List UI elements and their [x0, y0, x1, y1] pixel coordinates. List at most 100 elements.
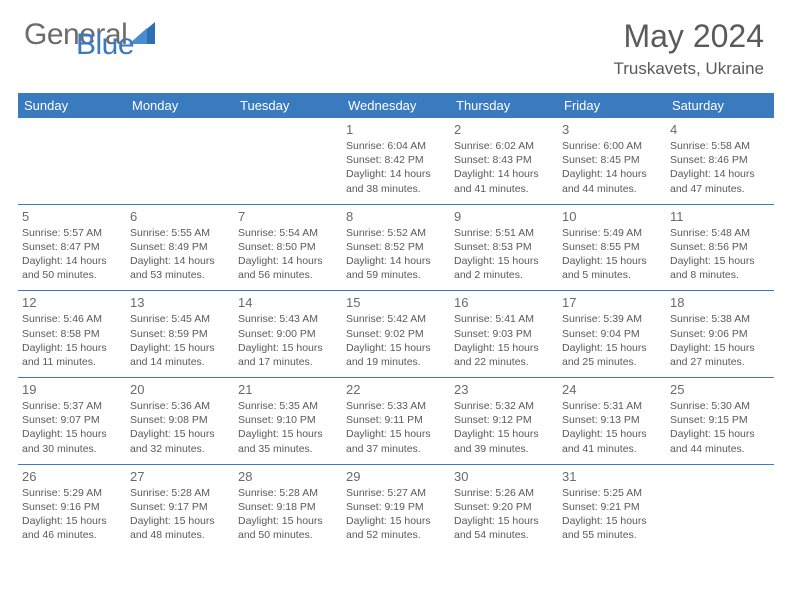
day-number: 22: [346, 382, 446, 397]
day-info: Sunrise: 5:43 AMSunset: 9:00 PMDaylight:…: [238, 312, 338, 369]
calendar-day: [18, 118, 126, 204]
sunset-text: Sunset: 8:58 PM: [22, 327, 122, 341]
calendar-day: 20Sunrise: 5:36 AMSunset: 9:08 PMDayligh…: [126, 378, 234, 465]
dow-saturday: Saturday: [666, 93, 774, 118]
day-info: Sunrise: 5:51 AMSunset: 8:53 PMDaylight:…: [454, 226, 554, 283]
sunrise-text: Sunrise: 5:51 AM: [454, 226, 554, 240]
day-info: Sunrise: 5:33 AMSunset: 9:11 PMDaylight:…: [346, 399, 446, 456]
day-info: Sunrise: 5:58 AMSunset: 8:46 PMDaylight:…: [670, 139, 770, 196]
calendar-day: [666, 464, 774, 550]
day-info: Sunrise: 5:55 AMSunset: 8:49 PMDaylight:…: [130, 226, 230, 283]
daylight-text: Daylight: 14 hours and 53 minutes.: [130, 254, 230, 282]
sunset-text: Sunset: 9:10 PM: [238, 413, 338, 427]
sunset-text: Sunset: 9:06 PM: [670, 327, 770, 341]
calendar-day: 13Sunrise: 5:45 AMSunset: 8:59 PMDayligh…: [126, 291, 234, 378]
daylight-text: Daylight: 15 hours and 5 minutes.: [562, 254, 662, 282]
calendar-day: 6 Sunrise: 5:55 AMSunset: 8:49 PMDaylight…: [126, 204, 234, 291]
sunrise-text: Sunrise: 5:26 AM: [454, 486, 554, 500]
day-number: 13: [130, 295, 230, 310]
calendar-day: 25Sunrise: 5:30 AMSunset: 9:15 PMDayligh…: [666, 378, 774, 465]
daylight-text: Daylight: 15 hours and 2 minutes.: [454, 254, 554, 282]
day-number: 8: [346, 209, 446, 224]
sunset-text: Sunset: 9:11 PM: [346, 413, 446, 427]
calendar-day: 31Sunrise: 5:25 AMSunset: 9:21 PMDayligh…: [558, 464, 666, 550]
day-info: Sunrise: 6:00 AMSunset: 8:45 PMDaylight:…: [562, 139, 662, 196]
daylight-text: Daylight: 15 hours and 44 minutes.: [670, 427, 770, 455]
day-number: 28: [238, 469, 338, 484]
calendar-day: 26Sunrise: 5:29 AMSunset: 9:16 PMDayligh…: [18, 464, 126, 550]
day-info: Sunrise: 5:37 AMSunset: 9:07 PMDaylight:…: [22, 399, 122, 456]
day-info: Sunrise: 5:57 AMSunset: 8:47 PMDaylight:…: [22, 226, 122, 283]
daylight-text: Daylight: 14 hours and 50 minutes.: [22, 254, 122, 282]
day-number: 2: [454, 122, 554, 137]
day-info: Sunrise: 5:29 AMSunset: 9:16 PMDaylight:…: [22, 486, 122, 543]
sunset-text: Sunset: 8:53 PM: [454, 240, 554, 254]
sunset-text: Sunset: 8:59 PM: [130, 327, 230, 341]
day-info: Sunrise: 5:25 AMSunset: 9:21 PMDaylight:…: [562, 486, 662, 543]
sunrise-text: Sunrise: 5:52 AM: [346, 226, 446, 240]
day-info: Sunrise: 5:30 AMSunset: 9:15 PMDaylight:…: [670, 399, 770, 456]
sunrise-text: Sunrise: 5:41 AM: [454, 312, 554, 326]
calendar-week: 5Sunrise: 5:57 AMSunset: 8:47 PMDaylight…: [18, 204, 774, 291]
daylight-text: Daylight: 15 hours and 50 minutes.: [238, 514, 338, 542]
sunset-text: Sunset: 9:20 PM: [454, 500, 554, 514]
calendar-day: 8 Sunrise: 5:52 AMSunset: 8:52 PMDaylight…: [342, 204, 450, 291]
calendar-day: [234, 118, 342, 204]
sunset-text: Sunset: 8:47 PM: [22, 240, 122, 254]
sunrise-text: Sunrise: 5:45 AM: [130, 312, 230, 326]
calendar-day: 27Sunrise: 5:28 AMSunset: 9:17 PMDayligh…: [126, 464, 234, 550]
sunrise-text: Sunrise: 5:54 AM: [238, 226, 338, 240]
day-number: 6: [130, 209, 230, 224]
sunrise-text: Sunrise: 5:32 AM: [454, 399, 554, 413]
sunset-text: Sunset: 9:02 PM: [346, 327, 446, 341]
day-info: Sunrise: 5:32 AMSunset: 9:12 PMDaylight:…: [454, 399, 554, 456]
dow-friday: Friday: [558, 93, 666, 118]
day-info: Sunrise: 5:31 AMSunset: 9:13 PMDaylight:…: [562, 399, 662, 456]
sunrise-text: Sunrise: 5:42 AM: [346, 312, 446, 326]
daylight-text: Daylight: 14 hours and 44 minutes.: [562, 167, 662, 195]
calendar-day: 29Sunrise: 5:27 AMSunset: 9:19 PMDayligh…: [342, 464, 450, 550]
title-block: May 2024 Truskavets, Ukraine: [613, 18, 764, 79]
sunset-text: Sunset: 8:50 PM: [238, 240, 338, 254]
sunrise-text: Sunrise: 5:25 AM: [562, 486, 662, 500]
day-info: Sunrise: 5:49 AMSunset: 8:55 PMDaylight:…: [562, 226, 662, 283]
daylight-text: Daylight: 15 hours and 41 minutes.: [562, 427, 662, 455]
sunset-text: Sunset: 8:45 PM: [562, 153, 662, 167]
sunset-text: Sunset: 8:46 PM: [670, 153, 770, 167]
calendar-day: 16Sunrise: 5:41 AMSunset: 9:03 PMDayligh…: [450, 291, 558, 378]
daylight-text: Daylight: 15 hours and 48 minutes.: [130, 514, 230, 542]
day-info: Sunrise: 5:38 AMSunset: 9:06 PMDaylight:…: [670, 312, 770, 369]
calendar-day: 9Sunrise: 5:51 AMSunset: 8:53 PMDaylight…: [450, 204, 558, 291]
calendar-day: [126, 118, 234, 204]
sunset-text: Sunset: 9:03 PM: [454, 327, 554, 341]
sunset-text: Sunset: 9:21 PM: [562, 500, 662, 514]
month-title: May 2024: [613, 18, 764, 55]
calendar-day: 3 Sunrise: 6:00 AMSunset: 8:45 PMDaylight…: [558, 118, 666, 204]
day-info: Sunrise: 5:46 AMSunset: 8:58 PMDaylight:…: [22, 312, 122, 369]
calendar-table: Sunday Monday Tuesday Wednesday Thursday…: [18, 93, 774, 550]
day-number: 3: [562, 122, 662, 137]
day-number: 17: [562, 295, 662, 310]
dow-monday: Monday: [126, 93, 234, 118]
day-number: 10: [562, 209, 662, 224]
day-info: Sunrise: 5:52 AMSunset: 8:52 PMDaylight:…: [346, 226, 446, 283]
calendar-day: 21Sunrise: 5:35 AMSunset: 9:10 PMDayligh…: [234, 378, 342, 465]
sunset-text: Sunset: 8:56 PM: [670, 240, 770, 254]
daylight-text: Daylight: 15 hours and 8 minutes.: [670, 254, 770, 282]
sunset-text: Sunset: 9:15 PM: [670, 413, 770, 427]
daylight-text: Daylight: 14 hours and 59 minutes.: [346, 254, 446, 282]
sunset-text: Sunset: 8:55 PM: [562, 240, 662, 254]
sunset-text: Sunset: 8:42 PM: [346, 153, 446, 167]
daylight-text: Daylight: 15 hours and 37 minutes.: [346, 427, 446, 455]
daylight-text: Daylight: 15 hours and 11 minutes.: [22, 341, 122, 369]
calendar-day: 24Sunrise: 5:31 AMSunset: 9:13 PMDayligh…: [558, 378, 666, 465]
daylight-text: Daylight: 15 hours and 17 minutes.: [238, 341, 338, 369]
calendar-day: 23Sunrise: 5:32 AMSunset: 9:12 PMDayligh…: [450, 378, 558, 465]
sunrise-text: Sunrise: 5:35 AM: [238, 399, 338, 413]
calendar-day: 12Sunrise: 5:46 AMSunset: 8:58 PMDayligh…: [18, 291, 126, 378]
sunrise-text: Sunrise: 6:00 AM: [562, 139, 662, 153]
daylight-text: Daylight: 15 hours and 46 minutes.: [22, 514, 122, 542]
day-number: 15: [346, 295, 446, 310]
sunrise-text: Sunrise: 5:57 AM: [22, 226, 122, 240]
day-number: 19: [22, 382, 122, 397]
